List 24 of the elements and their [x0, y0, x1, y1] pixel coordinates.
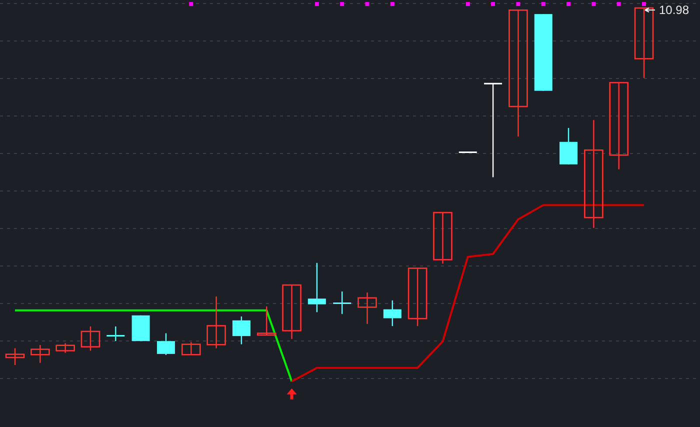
- candlestick: [80, 326, 100, 352]
- candlestick: [483, 82, 503, 178]
- candlestick: [206, 296, 226, 349]
- text: 10.98: [659, 3, 690, 17]
- candlestick: [181, 342, 201, 356]
- candlestick: [30, 344, 50, 364]
- candlestick: [609, 82, 628, 170]
- candlestick: [634, 7, 654, 79]
- candlestick: [408, 268, 428, 327]
- candlestick: [256, 306, 276, 336]
- candlestick: [5, 348, 25, 366]
- candlestick: [584, 120, 604, 229]
- candlestick: [433, 212, 452, 264]
- candlestick: [383, 300, 402, 327]
- candlestick: [232, 316, 250, 345]
- candlestick: [106, 326, 126, 342]
- candlestick: [358, 292, 377, 325]
- candlestick: [508, 9, 528, 138]
- candlestick: [282, 284, 302, 340]
- candlestick: [308, 262, 326, 313]
- candlestick: [332, 290, 352, 315]
- candlestick: [560, 127, 578, 165]
- candlestick: [56, 342, 75, 354]
- candlestick: [156, 332, 175, 356]
